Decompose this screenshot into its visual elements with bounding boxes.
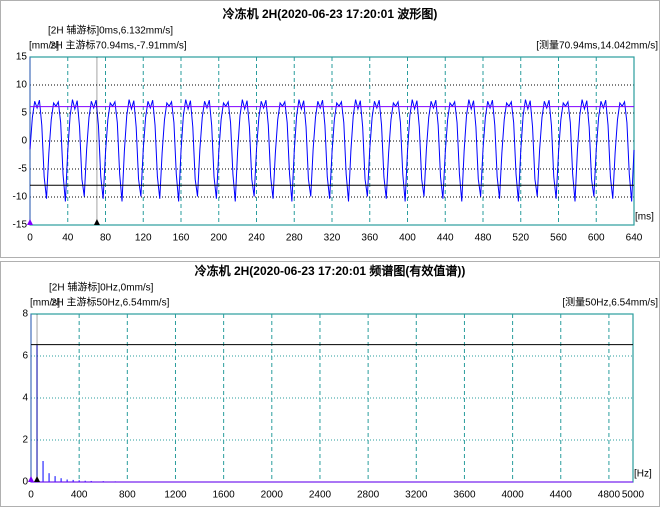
y-tick-label: -10 (13, 192, 28, 203)
measure-label: [测量70.94ms,14.042mm/s] (536, 39, 658, 52)
measure-label: [测量50Hz,6.54mm/s] (562, 296, 658, 309)
waveform-line (29, 99, 635, 202)
y-tick-label: 6 (22, 351, 28, 362)
x-unit: [ms] (635, 212, 654, 223)
y-tick-label: 0 (22, 477, 28, 488)
x-tick-label: 520 (512, 233, 529, 244)
x-tick-label: 640 (626, 233, 643, 244)
x-tick-label: 2400 (309, 490, 332, 501)
y-tick-label: 8 (22, 309, 28, 320)
y-unit: [mm/s] (29, 41, 59, 52)
x-tick-label: 4800 (598, 490, 621, 501)
x-tick-label: 240 (248, 233, 265, 244)
x-tick-label: 160 (173, 233, 190, 244)
cursor-label: [2H 辅游标]0ms,6.132mm/s] (48, 24, 173, 37)
y-unit: [mm/s] (30, 298, 60, 309)
x-tick-label: 80 (100, 233, 112, 244)
x-tick-label: 200 (210, 233, 227, 244)
x-tick-label: 800 (119, 490, 136, 501)
y-tick-label: 5 (21, 108, 27, 119)
chart-title: 冷冻机 2H(2020-06-23 17:20:01 频谱图(有效值谱)) (195, 263, 466, 278)
y-tick-label: 10 (16, 80, 28, 91)
y-tick-label: -15 (13, 220, 28, 231)
cursor-label: 2H 主游标70.94ms,-7.91mm/s] (50, 39, 187, 52)
y-tick-label: -5 (18, 164, 27, 175)
x-tick-label: 4000 (501, 490, 524, 501)
x-tick-label: 40 (62, 233, 74, 244)
y-tick-label: 0 (21, 136, 27, 147)
cursor-marker (28, 476, 34, 482)
x-tick-label: 2800 (357, 490, 380, 501)
panel-frame (0, 0, 660, 258)
x-tick-label: 5000 (622, 490, 645, 501)
y-tick-label: 4 (22, 393, 28, 404)
cursor-marker (27, 219, 33, 225)
cursor-marker (34, 476, 41, 482)
x-tick-label: 440 (437, 233, 454, 244)
x-tick-label: 280 (286, 233, 303, 244)
x-unit: [Hz] (634, 469, 652, 480)
x-tick-label: 1200 (164, 490, 187, 501)
cursor-label: [2H 辅游标]0Hz,0mm/s] (49, 281, 154, 294)
y-tick-label: 15 (16, 52, 28, 63)
x-tick-label: 480 (475, 233, 492, 244)
x-tick-label: 120 (135, 233, 152, 244)
cursor-label: 2H 主游标50Hz,6.54mm/s] (51, 296, 170, 309)
x-tick-label: 360 (361, 233, 378, 244)
x-tick-label: 0 (27, 233, 33, 244)
x-tick-label: 0 (28, 490, 34, 501)
x-tick-label: 400 (71, 490, 88, 501)
x-tick-label: 320 (324, 233, 341, 244)
chart-title: 冷冻机 2H(2020-06-23 17:20:01 波形图) (223, 6, 438, 21)
x-tick-label: 1600 (213, 490, 236, 501)
panel-frame (0, 261, 660, 507)
x-tick-label: 400 (399, 233, 416, 244)
x-tick-label: 3200 (405, 490, 428, 501)
y-tick-label: 2 (22, 435, 28, 446)
cursor-marker (93, 219, 100, 225)
x-tick-label: 600 (588, 233, 605, 244)
x-tick-label: 560 (550, 233, 567, 244)
x-tick-label: 4400 (550, 490, 573, 501)
x-tick-label: 3600 (453, 490, 476, 501)
x-tick-label: 2000 (261, 490, 284, 501)
